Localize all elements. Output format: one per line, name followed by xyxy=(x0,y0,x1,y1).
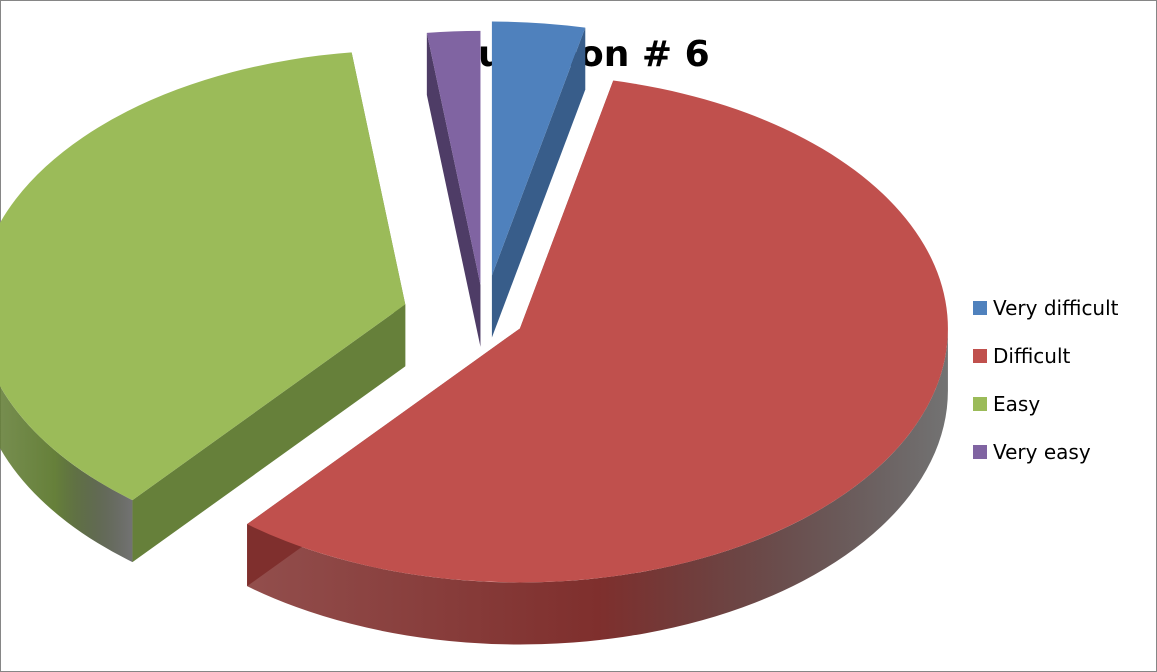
pie-slice-top-easy xyxy=(0,52,406,501)
pie-slice-difficult xyxy=(247,80,948,645)
legend-label: Easy xyxy=(993,392,1041,416)
legend-item-very-difficult: Very difficult xyxy=(973,292,1119,340)
pie-slice-side-wall-easy-0 xyxy=(132,304,406,563)
pie-slice-outer-wall-easy xyxy=(0,386,133,563)
legend-label: Very easy xyxy=(993,440,1091,464)
legend-label: Difficult xyxy=(993,344,1071,368)
legend-swatch xyxy=(973,397,987,411)
legend-swatch xyxy=(973,301,987,315)
legend-item-very-easy: Very easy xyxy=(973,436,1119,484)
legend-swatch xyxy=(973,349,987,363)
pie-slice-very-easy xyxy=(426,30,481,347)
pie-slice-side-wall-very-difficult-1 xyxy=(491,27,586,338)
pie-slice-very-difficult xyxy=(491,21,586,338)
legend-item-difficult: Difficult xyxy=(973,340,1119,388)
pie-slice-side-wall-very-easy-0 xyxy=(426,32,481,347)
pie-slice-easy xyxy=(0,52,406,563)
pie-slice-top-difficult xyxy=(247,80,948,583)
pie-slice-top-very-easy xyxy=(426,30,481,285)
chart-legend: Very difficult Difficult Easy Very easy xyxy=(973,292,1119,484)
pie-slice-top-very-difficult xyxy=(491,21,586,276)
legend-label: Very difficult xyxy=(993,296,1119,320)
pie-slice-outer-wall-difficult xyxy=(247,328,948,645)
legend-item-easy: Easy xyxy=(973,388,1119,436)
legend-swatch xyxy=(973,445,987,459)
